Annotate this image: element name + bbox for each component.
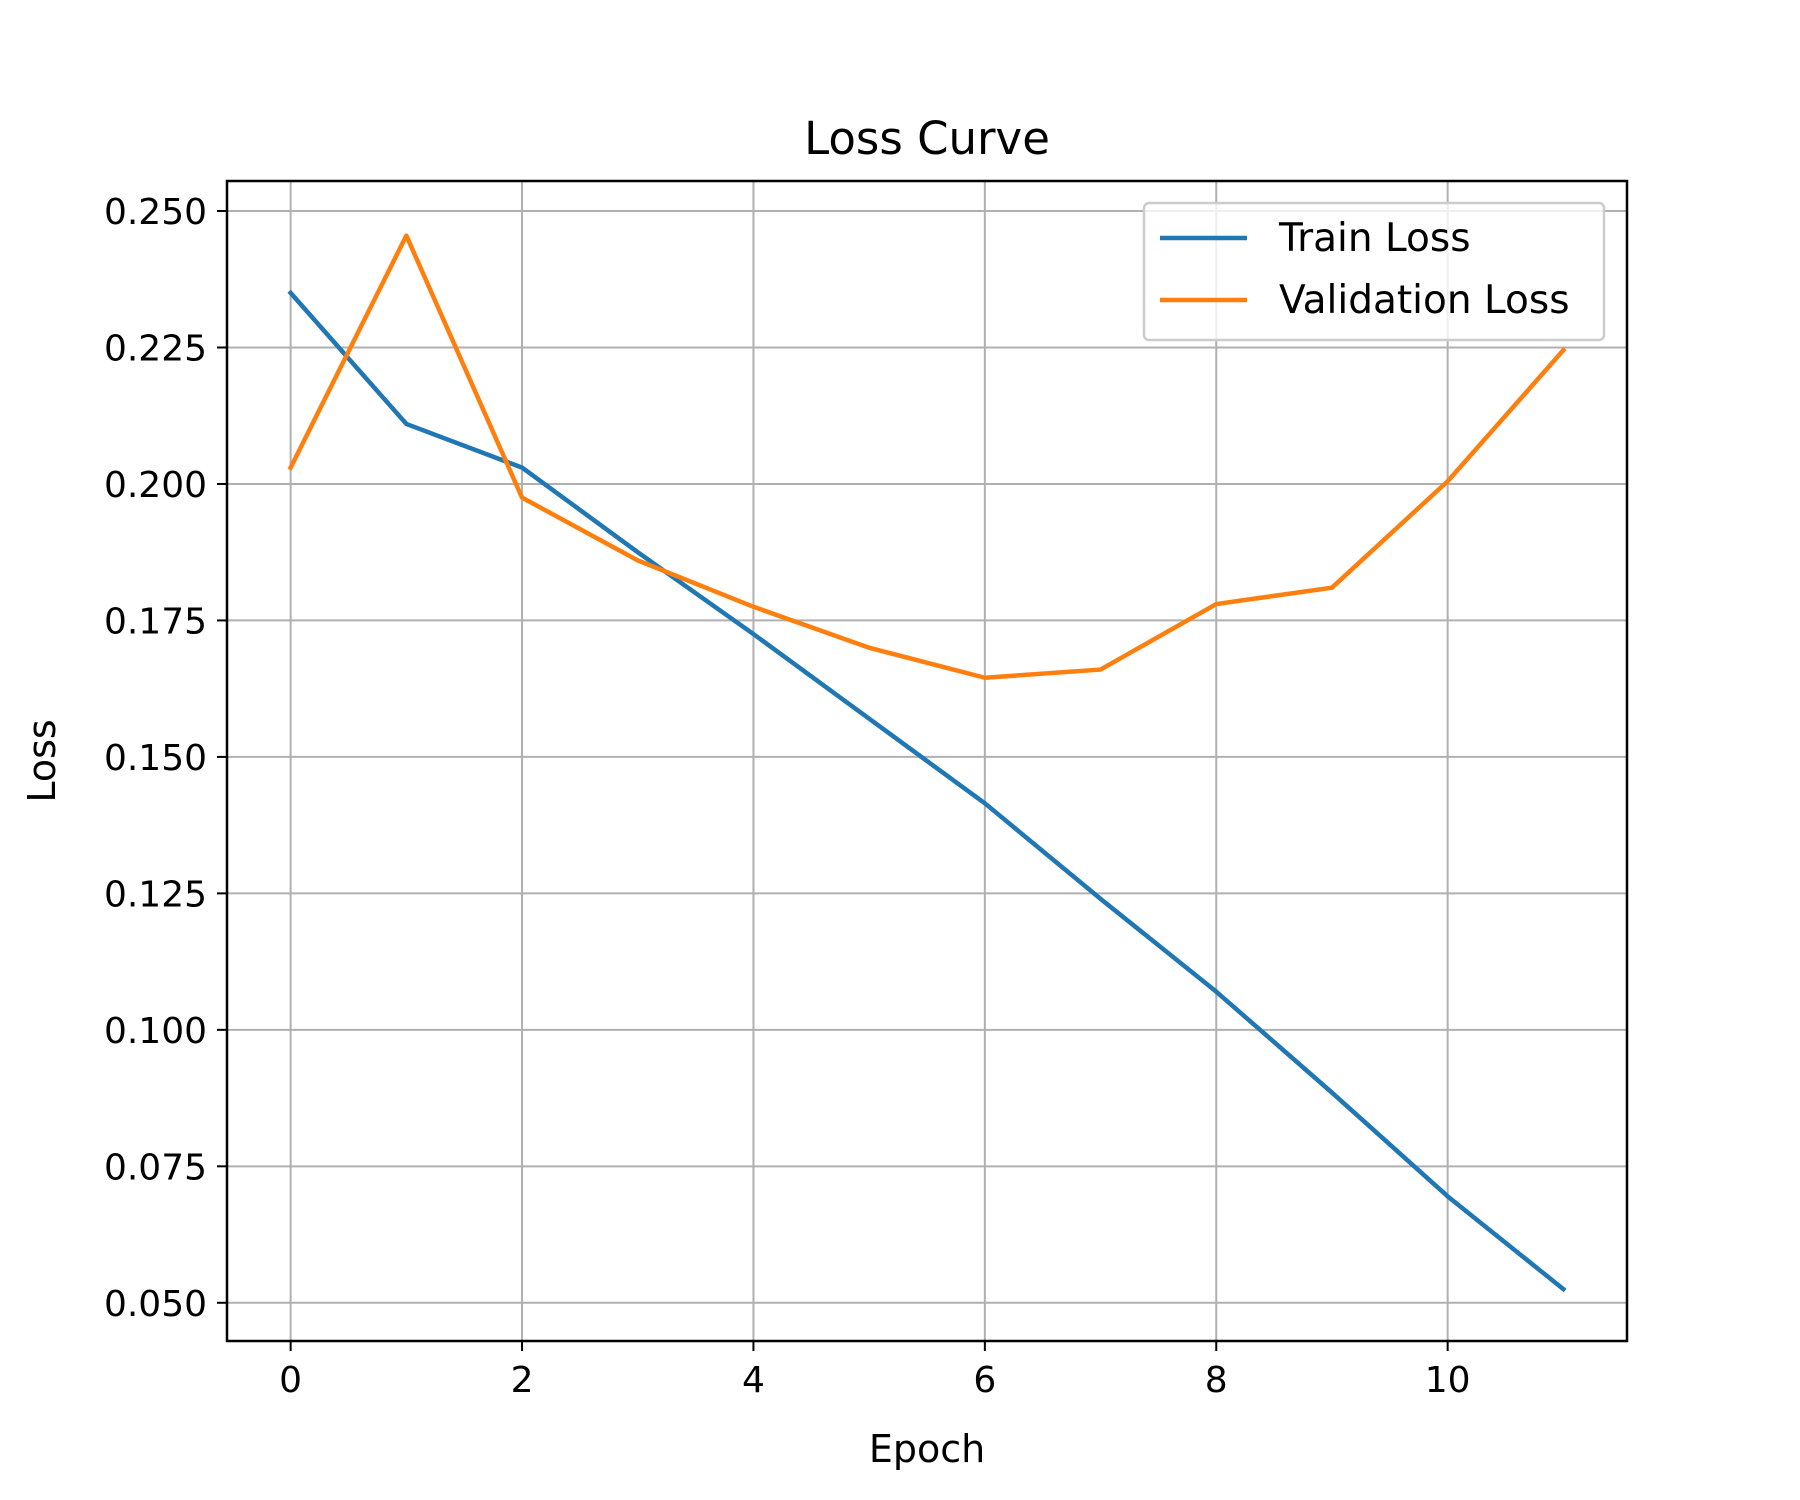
legend-box — [1142, 201, 1606, 342]
y-tick-label: 0.200 — [104, 465, 207, 506]
x-tick-label: 4 — [742, 1360, 765, 1401]
chart-title: Loss Curve — [804, 112, 1050, 165]
y-tick-label: 0.225 — [104, 328, 207, 369]
y-tick-label: 0.175 — [104, 601, 207, 642]
y-tick-label: 0.150 — [104, 738, 207, 779]
series-layer — [287, 233, 1567, 1293]
grid-layer — [227, 181, 1627, 1341]
y-tick-label: 0.050 — [104, 1284, 207, 1325]
legend-label-validation-loss: Validation Loss — [1279, 278, 1570, 323]
x-tick-label: 10 — [1425, 1360, 1471, 1401]
y-axis-label: Loss — [20, 719, 64, 802]
x-axis-label: Epoch — [869, 1427, 985, 1471]
y-tick-label: 0.125 — [104, 874, 207, 915]
y-tick-label: 0.100 — [104, 1011, 207, 1052]
y-tick-label: 0.075 — [104, 1147, 207, 1188]
x-tick-label: 2 — [511, 1360, 534, 1401]
ticks-layer: 0 2 4 6 8 10 0.050 0.075 0.100 0.125 0.150 0.175 0.2… — [104, 192, 1471, 1401]
x-tick-label: 0 — [279, 1360, 302, 1401]
series-line-train-loss — [287, 289, 1567, 1293]
legend: Train Loss Validation Loss — [1142, 201, 1606, 342]
y-tick-label: 0.250 — [104, 192, 207, 233]
x-tick-label: 6 — [973, 1360, 996, 1401]
series-line-validation-loss — [287, 233, 1567, 681]
x-tick-label: 8 — [1205, 1360, 1228, 1401]
plot-frame — [225, 179, 1629, 1343]
legend-label-train-loss: Train Loss — [1278, 216, 1471, 261]
